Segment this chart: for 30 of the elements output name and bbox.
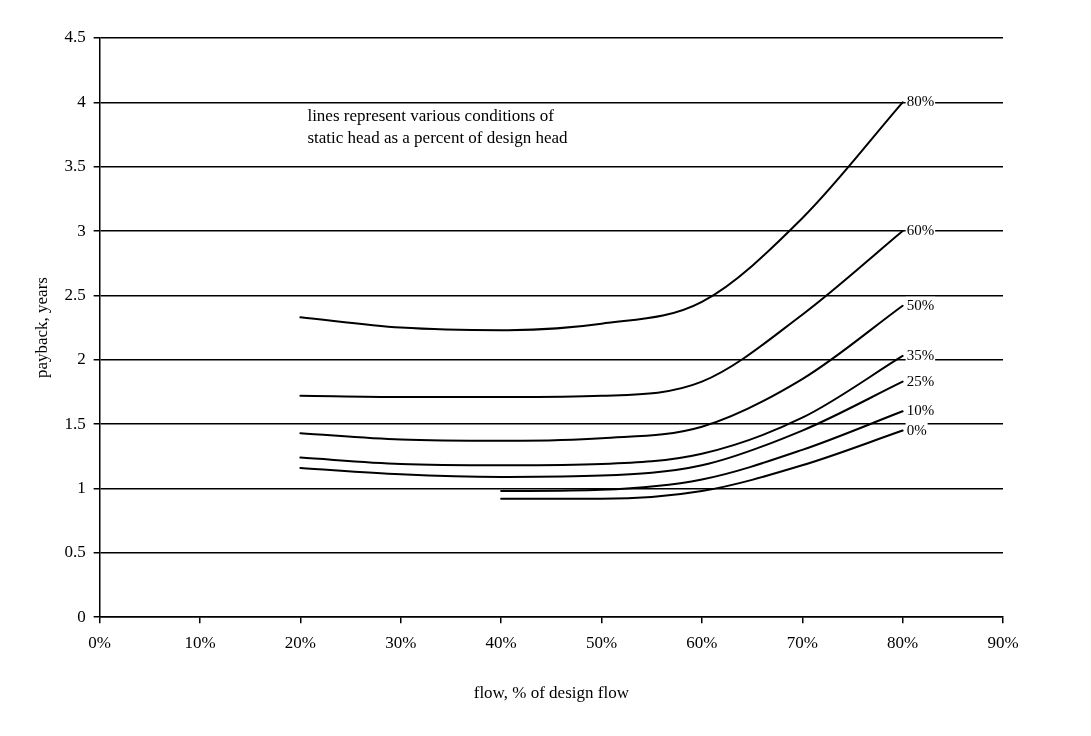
series-label: 35%	[906, 346, 935, 363]
x-axis-title: flow, % of design flow	[473, 683, 630, 703]
series-label: 25%	[906, 372, 935, 389]
y-tick-label: 1.5	[64, 413, 86, 433]
series-label: 60%	[906, 222, 935, 238]
x-tick-label: 80%	[887, 632, 919, 652]
y-tick-label: 1	[77, 477, 86, 497]
series-label: 80%	[906, 93, 935, 110]
series-label: 0%	[906, 421, 927, 438]
y-tick-label: 0.5	[64, 542, 86, 562]
x-tick-label: 10%	[184, 632, 216, 652]
x-tick-label: 40%	[485, 632, 517, 652]
x-tick-label: 60%	[686, 632, 718, 652]
y-axis-title: payback, years	[31, 277, 51, 379]
annotation: lines represent various conditions of static head as a percent of design head	[307, 105, 568, 147]
x-tick-label: 50%	[585, 632, 618, 652]
series-label: 50%	[906, 296, 935, 313]
y-tick-label: 2	[77, 349, 86, 369]
x-tick-label: 20%	[284, 632, 316, 652]
x-tick-label: 30%	[385, 632, 417, 652]
x-tick-label: 70%	[786, 632, 818, 652]
y-tick-label: 4	[77, 91, 87, 111]
x-tick-label: 0%	[88, 632, 111, 652]
series-label: 10%	[906, 402, 935, 419]
y-tick-label: 2.5	[64, 284, 86, 304]
y-tick-label: 0	[77, 606, 86, 626]
y-tick-label: 3.5	[64, 156, 86, 176]
y-tick-label: 3	[77, 220, 86, 240]
x-tick-label: 90%	[987, 632, 1019, 652]
y-tick-label: 4.5	[64, 27, 86, 47]
